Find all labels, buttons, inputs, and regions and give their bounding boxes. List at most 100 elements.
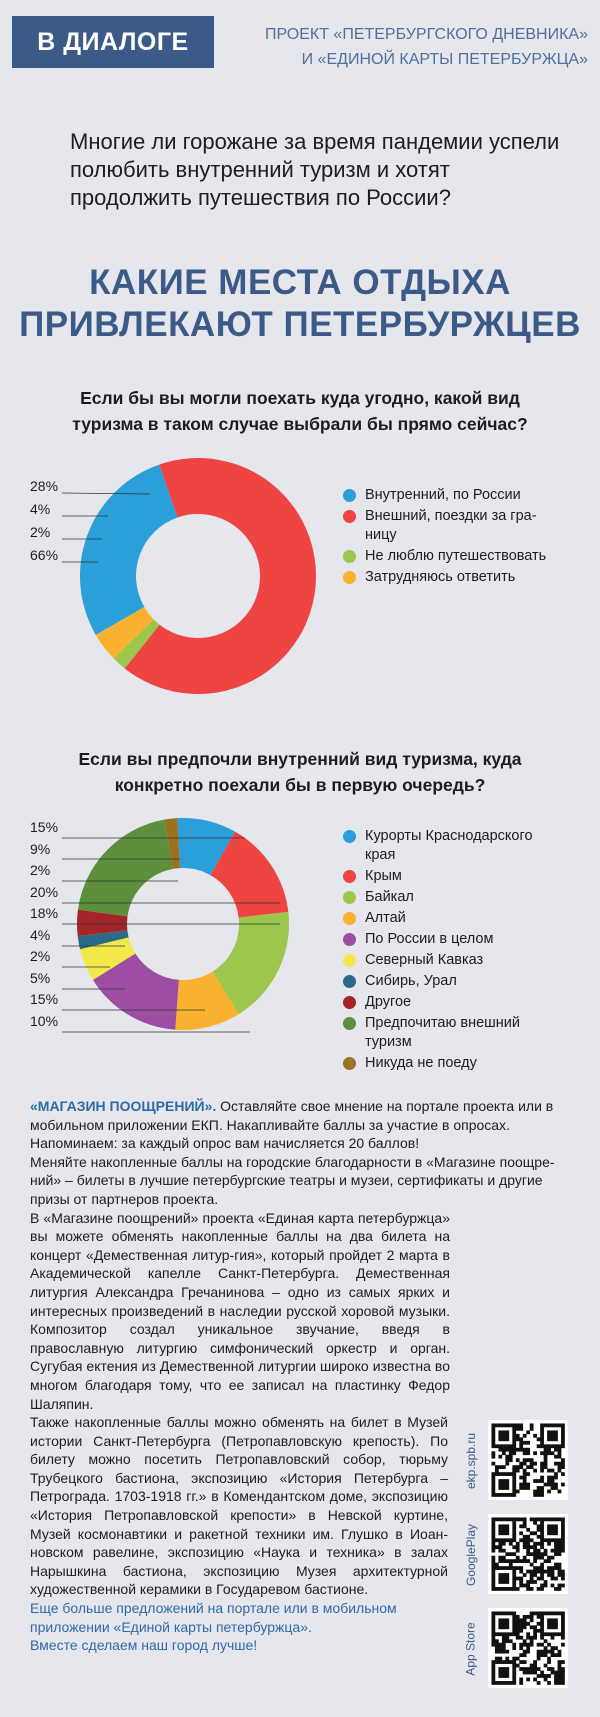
chart2-percent-label: 15% bbox=[30, 991, 59, 1007]
legend-label: ницу bbox=[365, 527, 397, 543]
legend-label: Крым bbox=[365, 868, 402, 884]
chart2-question-line2: конкретно поехали бы в первую очередь? bbox=[114, 775, 486, 795]
chart2-legend-item: Никуда не поеду bbox=[343, 1054, 533, 1073]
chart1-legend-item: Внутренний, по России bbox=[343, 486, 546, 505]
legend-swatch bbox=[343, 891, 356, 904]
donut-charts bbox=[61, 458, 316, 1033]
chart1-legend: Внутренний, по России Внешний, поездки за… bbox=[343, 486, 546, 589]
chart2-legend-item: Крым bbox=[343, 867, 533, 886]
chart1-percent-label: 66% bbox=[30, 547, 59, 563]
legend-label: Курорты Краснодарского bbox=[365, 828, 533, 844]
lead-question: Многие ли горожане за время пандемии усп… bbox=[70, 129, 560, 210]
legend-label: Другое bbox=[365, 994, 412, 1010]
headline: КАКИЕ МЕСТА ОТДЫХА ПРИВЛЕКАЮТ ПЕТЕРБУРЖЦ… bbox=[0, 262, 600, 346]
legend-swatch bbox=[343, 571, 356, 584]
chart2-percent-label: 4% bbox=[30, 926, 51, 943]
chart2-legend-item: Другое bbox=[343, 993, 533, 1012]
article-p1-text: Оставляйте свое мнение на портале проект… bbox=[30, 1098, 554, 1152]
chart2-percent-label: 20% bbox=[30, 883, 59, 900]
legend-label: края bbox=[365, 847, 396, 863]
legend-label: Затрудняюсь ответить bbox=[365, 569, 516, 585]
article-p5: Еще больше предложений на портале или в … bbox=[30, 1600, 397, 1635]
chart2-slice-9 bbox=[164, 818, 181, 869]
chart2-slice-2 bbox=[212, 911, 290, 1015]
chart1-slice-1 bbox=[124, 458, 316, 694]
chart1-slice-2 bbox=[113, 619, 160, 669]
article-text: «МАГАЗИН ПООЩРЕНИЙ». Оставляйте свое мне… bbox=[30, 1097, 580, 1655]
chart2-legend-item: Курорты Краснодарского края bbox=[343, 827, 533, 865]
article-p3: В «Магазине поощрений» проекта «Единая к… bbox=[30, 1209, 450, 1412]
article-p4: Также накопленные баллы можно обменять н… bbox=[30, 1414, 448, 1598]
project-caption-line2: И «ЕДИНОЙ КАРТЫ ПЕТЕРБУРЖЦА» bbox=[301, 51, 588, 68]
chart2-slice-0 bbox=[177, 817, 236, 876]
legend-label: Северный Кавказ bbox=[365, 952, 484, 968]
chart2-question: Если вы предпочли внутренний вид туризма… bbox=[30, 746, 570, 798]
legend-swatch bbox=[343, 550, 356, 563]
qr-code-site[interactable] bbox=[488, 1420, 568, 1500]
qr-code-googleplay[interactable] bbox=[488, 1514, 568, 1594]
chart2-legend-item: Алтай bbox=[343, 909, 533, 928]
chart2-percent-label: 9% bbox=[30, 840, 51, 857]
qr-label-site-text: ekp.spb.ru bbox=[464, 1432, 479, 1490]
header: В ДИАЛОГЕ ПРОЕКТ «ПЕТЕРБУРГСКОГО ДНЕВНИК… bbox=[0, 0, 600, 92]
chart2-legend-item: Предпочитаю внешний туризм bbox=[343, 1014, 533, 1052]
article-p2: Меняйте накопленные баллы на городские б… bbox=[30, 1153, 555, 1207]
qr-label-googleplay-text: GooglePlay bbox=[464, 1523, 479, 1587]
legend-label: По России в целом bbox=[365, 931, 494, 947]
qr-pattern bbox=[491, 1611, 565, 1685]
chart2-percent-label: 5% bbox=[30, 969, 51, 986]
legend-label: Алтай bbox=[365, 910, 406, 926]
chart2-legend-item: По России в целом bbox=[343, 930, 533, 949]
article-p1: «МАГАЗИН ПООЩРЕНИЙ». Оставляйте свое мне… bbox=[30, 1097, 580, 1153]
chart1-question-line2: туризма в таком случае выбрали бы прямо … bbox=[72, 414, 528, 434]
headline-line2: ПРИВЛЕКАЮТ ПЕТЕРБУРЖЦЕВ bbox=[19, 305, 581, 344]
chart1-question: Если бы вы могли поехать куда угодно, ка… bbox=[30, 385, 570, 437]
qr-code-appstore[interactable] bbox=[488, 1608, 568, 1688]
legend-swatch bbox=[343, 1057, 356, 1070]
chart1-legend-item: Не люблю путешествовать bbox=[343, 547, 546, 566]
legend-swatch bbox=[343, 489, 356, 502]
legend-swatch bbox=[343, 912, 356, 925]
qr-pattern bbox=[491, 1423, 565, 1497]
chart2-slice-5 bbox=[80, 937, 136, 980]
legend-swatch bbox=[343, 1017, 356, 1030]
chart1-percent-label: 2% bbox=[30, 524, 51, 540]
chart1-legend-item: Внешний, поездки за гра-ницу bbox=[343, 507, 546, 545]
legend-swatch bbox=[343, 510, 356, 523]
project-caption: ПРОЕКТ «ПЕТЕРБУРГСКОГО ДНЕВНИКА» И «ЕДИН… bbox=[248, 22, 588, 72]
qr-label-appstore-text: App Store bbox=[464, 1622, 478, 1676]
chart2-question-line1: Если вы предпочли внутренний вид туризма… bbox=[78, 749, 522, 769]
chart1-legend-item: Затрудняюсь ответить bbox=[343, 568, 546, 587]
legend-label: Никуда не поеду bbox=[365, 1055, 477, 1071]
legend-label: Не люблю путешествовать bbox=[365, 548, 547, 564]
shop-title: «МАГАЗИН ПООЩРЕНИЙ». bbox=[30, 1098, 217, 1114]
chart2-slice-6 bbox=[77, 930, 129, 950]
legend-label: Внутренний, по России bbox=[365, 487, 521, 503]
chart2-percent-label: 18% bbox=[30, 905, 59, 921]
section-badge: В ДИАЛОГЕ bbox=[12, 16, 214, 68]
chart2-percent-label: 2% bbox=[30, 862, 51, 878]
qr-label-appstore: App Store bbox=[462, 1604, 480, 1694]
qr-label-googleplay: GooglePlay bbox=[462, 1510, 480, 1600]
chart2-legend-item: Северный Кавказ bbox=[343, 951, 533, 970]
chart2-percent-label: 15% bbox=[30, 819, 59, 835]
legend-swatch bbox=[343, 996, 356, 1009]
qr-pattern bbox=[491, 1517, 565, 1591]
legend-swatch bbox=[343, 975, 356, 988]
headline-line1: КАКИЕ МЕСТА ОТДЫХА bbox=[89, 263, 511, 302]
legend-label: Внешний, поездки за гра- bbox=[365, 508, 537, 524]
legend-swatch bbox=[343, 933, 356, 946]
chart2-percent-label: 10% bbox=[30, 1012, 59, 1029]
chart1-slice-0 bbox=[80, 464, 178, 635]
chart2-slice-8 bbox=[77, 819, 174, 917]
chart2-legend-item: Байкал bbox=[343, 888, 533, 907]
chart2-slice-1 bbox=[210, 831, 289, 918]
chart1-percent-label: 4% bbox=[30, 501, 51, 517]
chart2-slice-7 bbox=[77, 909, 128, 937]
article-p6: Вместе сделаем наш город лучше! bbox=[30, 1637, 258, 1654]
legend-label: Байкал bbox=[365, 889, 414, 905]
chart1-slice-3 bbox=[95, 607, 154, 659]
legend-swatch bbox=[343, 870, 356, 883]
legend-label: туризм bbox=[365, 1034, 412, 1050]
chart1-percent-label: 28% bbox=[30, 478, 59, 494]
